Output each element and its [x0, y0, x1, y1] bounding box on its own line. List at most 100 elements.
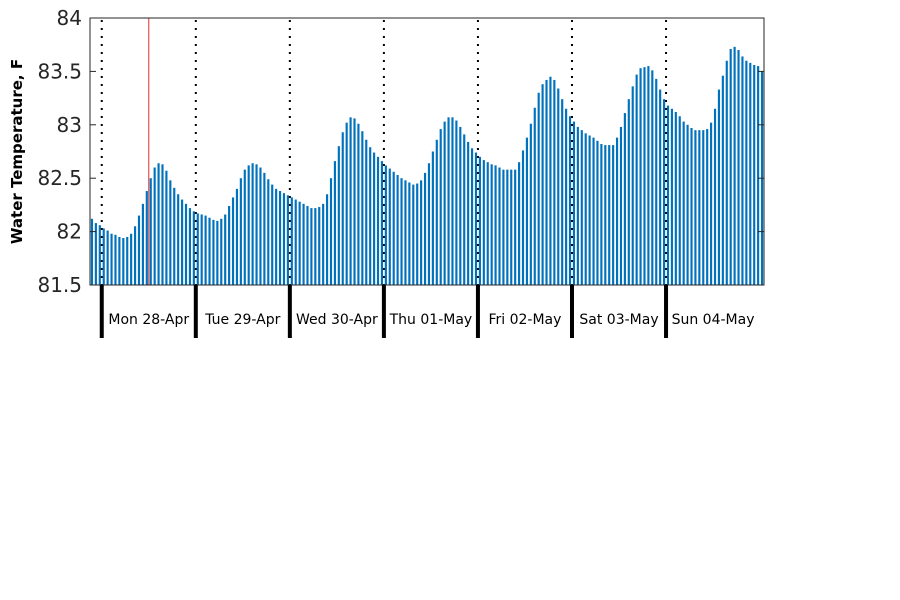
data-bar: [200, 214, 203, 285]
y-axis-label: Water Temperature, F: [8, 59, 26, 244]
data-bar: [557, 88, 560, 285]
data-bar: [345, 122, 348, 285]
data-bar: [749, 62, 752, 285]
data-bar: [184, 203, 188, 285]
data-bar: [243, 169, 246, 285]
data-bar: [651, 70, 654, 285]
day-label: Fri 02-May: [488, 312, 561, 328]
data-bar: [110, 233, 113, 285]
data-bar: [318, 207, 321, 285]
data-bar: [521, 150, 525, 285]
data-bar: [463, 134, 466, 285]
data-bar: [388, 168, 391, 285]
data-bar: [678, 116, 681, 285]
data-bar: [400, 178, 403, 285]
data-bar: [510, 169, 513, 285]
data-bar: [220, 218, 223, 285]
data-bar: [647, 66, 650, 285]
data-bar: [745, 60, 748, 285]
data-bar: [259, 167, 262, 285]
data-bar: [541, 84, 544, 285]
data-bar: [365, 139, 368, 285]
data-bar: [310, 208, 313, 285]
data-bar: [325, 194, 329, 285]
data-bar: [659, 89, 662, 285]
data-bar: [431, 151, 434, 285]
data-bar: [565, 108, 568, 285]
data-bar: [514, 169, 517, 285]
data-bar: [282, 193, 286, 285]
data-bar: [662, 99, 666, 285]
data-bar: [420, 180, 423, 285]
data-bar: [568, 116, 572, 285]
data-bar: [235, 188, 239, 285]
data-bar: [619, 126, 623, 285]
data-bar: [247, 165, 250, 285]
data-bar: [161, 164, 164, 285]
data-bar: [502, 169, 505, 285]
data-bar: [470, 148, 474, 285]
data-bar: [90, 218, 94, 285]
data-bar: [580, 130, 583, 285]
data-bar: [572, 121, 576, 285]
data-bar: [165, 170, 168, 285]
data-bar: [294, 199, 297, 285]
data-bar: [451, 117, 454, 285]
data-bar: [98, 225, 101, 285]
y-tick-label: 83: [57, 113, 82, 137]
data-bar: [474, 152, 478, 285]
data-bar: [643, 67, 646, 286]
data-bar: [533, 107, 536, 285]
data-bar: [416, 183, 419, 285]
data-bar: [114, 234, 117, 285]
data-bar: [459, 126, 462, 285]
data-bar: [423, 172, 427, 285]
data-bar: [537, 92, 540, 285]
data-bar: [666, 105, 670, 286]
data-bar: [506, 169, 509, 285]
data-bar: [702, 130, 705, 285]
data-bar: [592, 137, 595, 285]
data-bar: [228, 205, 231, 285]
data-bar: [255, 164, 258, 285]
data-bar: [271, 184, 274, 285]
data-bar: [208, 217, 211, 285]
data-bar: [623, 113, 626, 285]
data-bar: [157, 163, 160, 285]
data-bar: [137, 215, 141, 285]
data-bar: [698, 130, 701, 285]
data-bar: [439, 129, 442, 285]
data-bar: [518, 162, 521, 285]
y-tick-label: 82.5: [37, 166, 82, 190]
data-bar: [212, 219, 215, 285]
data-bar: [549, 76, 552, 286]
data-bar: [635, 74, 638, 285]
data-bar: [231, 197, 235, 285]
data-bar: [455, 120, 458, 285]
data-bar: [286, 195, 289, 285]
data-bar: [153, 167, 156, 285]
data-bar: [341, 132, 344, 285]
data-bar: [435, 139, 438, 285]
data-bar: [576, 126, 579, 285]
data-bar: [674, 111, 677, 285]
data-bar: [412, 184, 415, 285]
data-bar: [545, 79, 548, 285]
data-bar: [278, 191, 282, 285]
data-bar: [729, 48, 732, 285]
y-tick-label: 83.5: [37, 59, 82, 83]
data-bar: [561, 99, 564, 285]
x-axis-day-labels: Mon 28-Apr Tue 29-Apr Wed 30-Apr Thu 01-May…: [99, 285, 755, 338]
data-bar: [600, 144, 603, 285]
data-bar: [655, 78, 658, 285]
data-bar: [251, 163, 254, 285]
data-bar: [596, 140, 599, 285]
data-bar: [376, 156, 380, 285]
day-label: Thu 01-May: [389, 312, 473, 328]
data-bar: [408, 182, 411, 285]
data-bar: [133, 226, 137, 285]
data-bar: [529, 123, 532, 286]
plot-area-frame: [89, 17, 765, 286]
data-bar: [467, 141, 470, 285]
